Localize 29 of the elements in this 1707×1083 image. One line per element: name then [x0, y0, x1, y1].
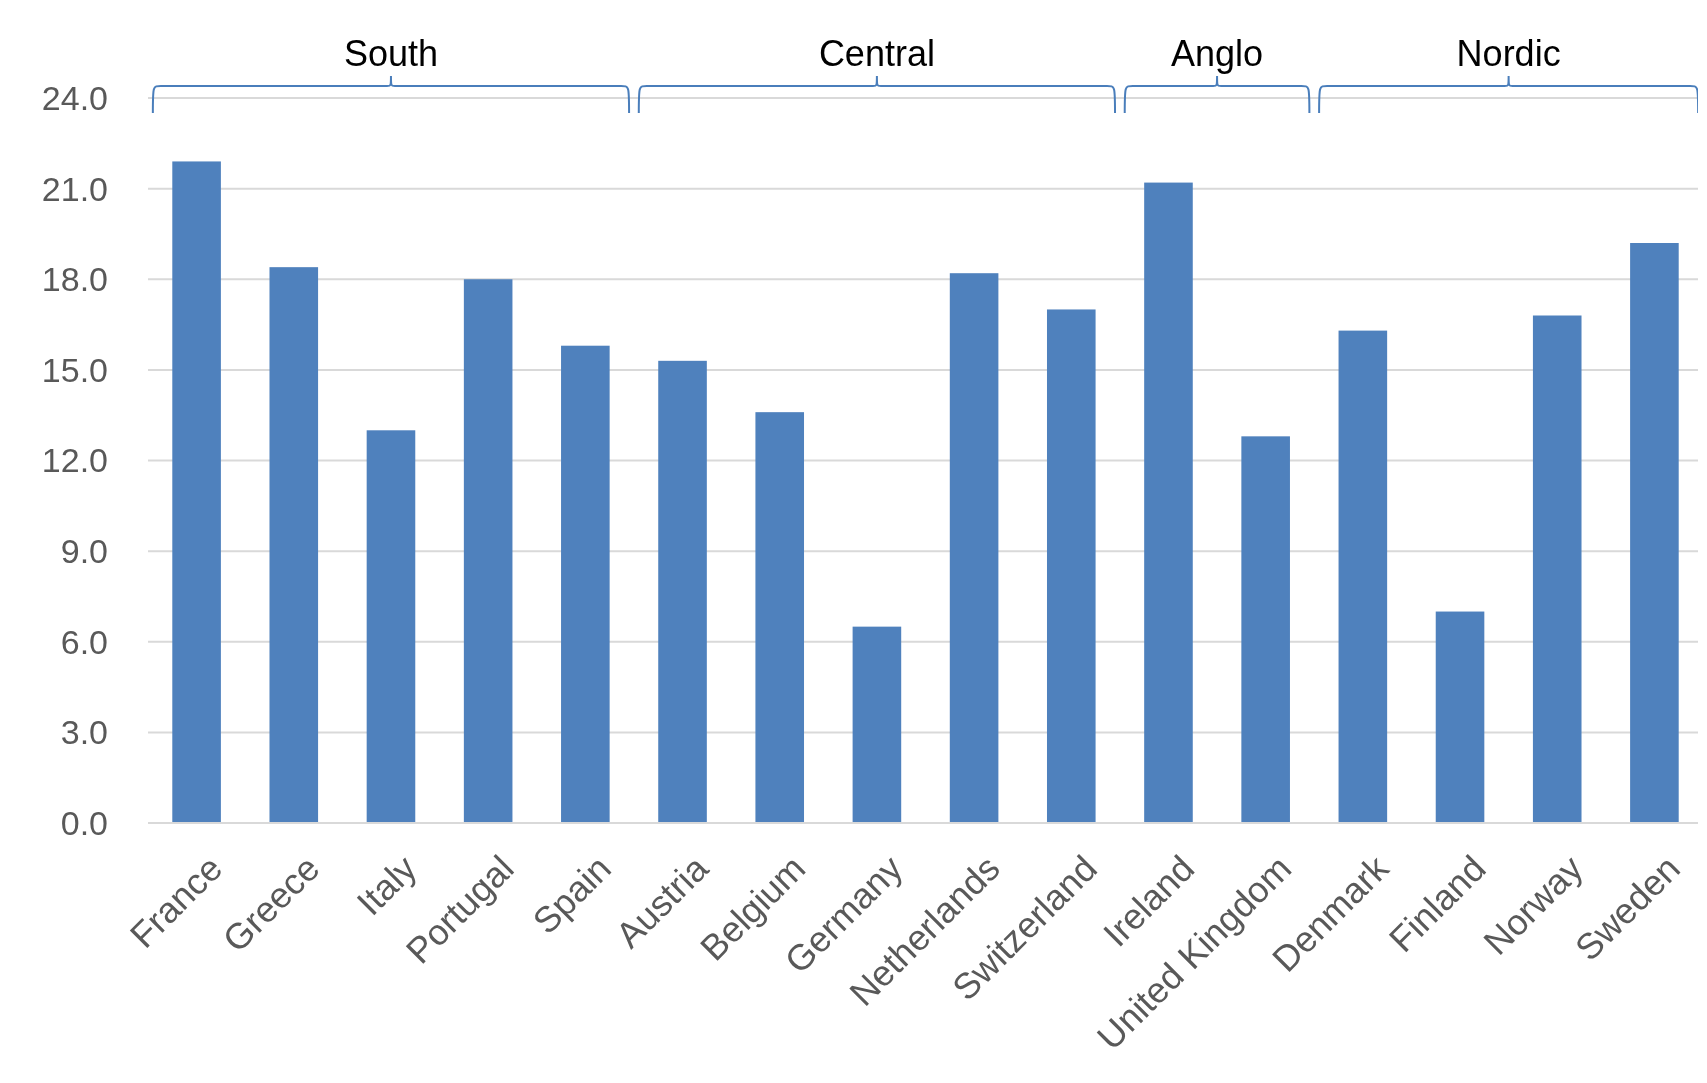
bar: [852, 626, 902, 823]
text: Central: [818, 33, 935, 74]
y-tick-label: 12.0: [41, 441, 108, 480]
bar: [658, 360, 707, 823]
y-tick-label: 15.0: [41, 350, 108, 389]
bar: [1241, 436, 1290, 823]
bar: [269, 267, 319, 823]
text: Anglo: [1171, 33, 1264, 74]
bar: [755, 412, 805, 823]
y-tick-label: 24.0: [41, 78, 108, 117]
bar: [1532, 315, 1582, 823]
bar: [1046, 309, 1096, 823]
y-tick-label: 18.0: [41, 260, 108, 299]
bar: [1338, 330, 1388, 823]
bar: [1435, 611, 1485, 823]
y-tick-label: 21.0: [41, 169, 108, 208]
bar: [561, 345, 610, 823]
bar: [1630, 243, 1679, 823]
text: Nordic: [1456, 33, 1561, 74]
bar: [463, 279, 513, 823]
y-tick-label: 3.0: [60, 713, 108, 752]
bar: [172, 161, 221, 823]
y-tick-label: 6.0: [60, 622, 108, 661]
bar: [366, 430, 416, 823]
bar: [949, 273, 999, 823]
text: South: [343, 33, 439, 74]
y-tick-label: 9.0: [60, 532, 108, 571]
bar: [1144, 182, 1193, 823]
y-tick-label: 0.0: [60, 803, 108, 842]
